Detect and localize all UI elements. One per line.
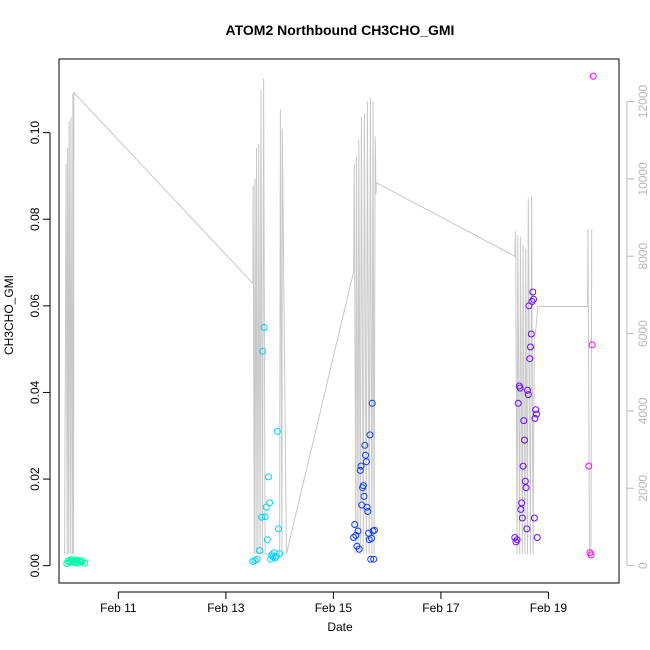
plot-frame xyxy=(58,58,620,584)
y2-tick-label: 6000 xyxy=(636,320,650,347)
data-point xyxy=(264,473,272,481)
y-tick-label: 0.04 xyxy=(28,380,42,404)
x-axis-label: Date xyxy=(327,620,353,634)
data-point xyxy=(519,462,527,470)
data-point xyxy=(513,536,521,544)
data-point xyxy=(259,347,267,355)
data-point xyxy=(352,531,360,539)
data-point xyxy=(527,330,535,338)
data-point xyxy=(589,72,597,80)
y2-tick-label: 0 xyxy=(636,562,650,569)
data-point xyxy=(514,399,522,407)
data-point xyxy=(530,295,537,303)
data-point xyxy=(261,513,269,521)
data-point xyxy=(523,525,531,533)
data-point xyxy=(355,545,363,553)
data-point xyxy=(516,384,524,392)
data-point xyxy=(368,399,376,407)
data-point xyxy=(518,514,526,522)
data-point xyxy=(522,484,530,492)
data-point xyxy=(521,477,529,485)
data-point xyxy=(518,499,526,507)
data-point xyxy=(364,508,372,515)
data-point xyxy=(363,503,371,511)
data-point xyxy=(356,466,364,474)
data-point xyxy=(271,554,279,562)
x-tick-label: Feb 17 xyxy=(422,601,460,615)
data-point xyxy=(520,417,528,425)
data-point xyxy=(361,441,369,449)
data-point xyxy=(530,514,538,522)
data-point xyxy=(521,436,528,444)
data-point xyxy=(263,536,271,544)
y2-tick-label: 10000 xyxy=(636,162,650,196)
data-point xyxy=(368,534,375,542)
data-point xyxy=(354,527,362,535)
y2-tick-label: 4000 xyxy=(636,397,650,424)
data-point xyxy=(533,410,540,418)
data-point xyxy=(366,431,374,439)
data-point xyxy=(273,427,281,435)
data-point xyxy=(362,458,370,466)
data-point xyxy=(79,557,86,565)
data-point xyxy=(266,499,274,507)
data-point xyxy=(371,526,378,534)
data-point xyxy=(357,462,365,470)
y-tick-label: 0.06 xyxy=(28,294,42,318)
data-point xyxy=(262,503,270,511)
y-axis-label: CH3CHO_GMI xyxy=(2,275,16,355)
y-tick-label: 0.00 xyxy=(28,554,42,578)
data-point xyxy=(511,534,519,541)
data-point xyxy=(524,386,531,394)
data-point xyxy=(275,525,282,533)
data-point xyxy=(533,534,541,541)
y-tick-label: 0.08 xyxy=(28,207,42,231)
data-point xyxy=(267,555,275,563)
data-point xyxy=(524,391,532,399)
altitude-line xyxy=(64,78,593,555)
y2-tick-label: 12000 xyxy=(636,84,650,118)
data-point xyxy=(531,414,539,422)
y2-tick-label: 8000 xyxy=(636,243,650,270)
data-point xyxy=(587,551,595,559)
data-point xyxy=(588,341,596,349)
data-point xyxy=(526,355,534,363)
data-point xyxy=(517,505,525,513)
data-point xyxy=(367,555,375,563)
data-point xyxy=(359,482,367,490)
x-tick-label: Feb 13 xyxy=(207,601,245,615)
data-point xyxy=(81,559,89,567)
data-point xyxy=(77,558,85,566)
axes: Feb 11 Feb 13 Feb 15 Feb 17 Feb 19 0.00 0.02 0.… xyxy=(28,84,650,614)
data-point xyxy=(527,343,534,351)
data-points xyxy=(63,72,597,567)
chart-title: ATOM2 Northbound CH3CHO_GMI xyxy=(226,22,455,38)
data-point xyxy=(351,521,359,528)
data-point xyxy=(350,534,358,541)
x-tick-label: Feb 19 xyxy=(530,601,568,615)
data-point xyxy=(532,406,540,414)
y2-tick-label: 2000 xyxy=(636,475,650,502)
y-tick-label: 0.02 xyxy=(28,467,42,491)
data-point xyxy=(529,288,537,296)
data-point xyxy=(362,451,369,459)
x-tick-label: Feb 15 xyxy=(315,601,353,615)
data-point xyxy=(256,547,263,554)
data-point xyxy=(75,557,83,564)
y-tick-label: 0.10 xyxy=(28,121,42,145)
data-point xyxy=(258,513,266,521)
altitude-series xyxy=(64,78,593,555)
data-point xyxy=(370,555,378,563)
data-point xyxy=(260,324,268,331)
x-tick-label: Feb 11 xyxy=(100,601,137,615)
data-point xyxy=(253,555,261,563)
data-point xyxy=(360,492,368,500)
data-point xyxy=(585,462,593,470)
data-point xyxy=(276,550,284,558)
